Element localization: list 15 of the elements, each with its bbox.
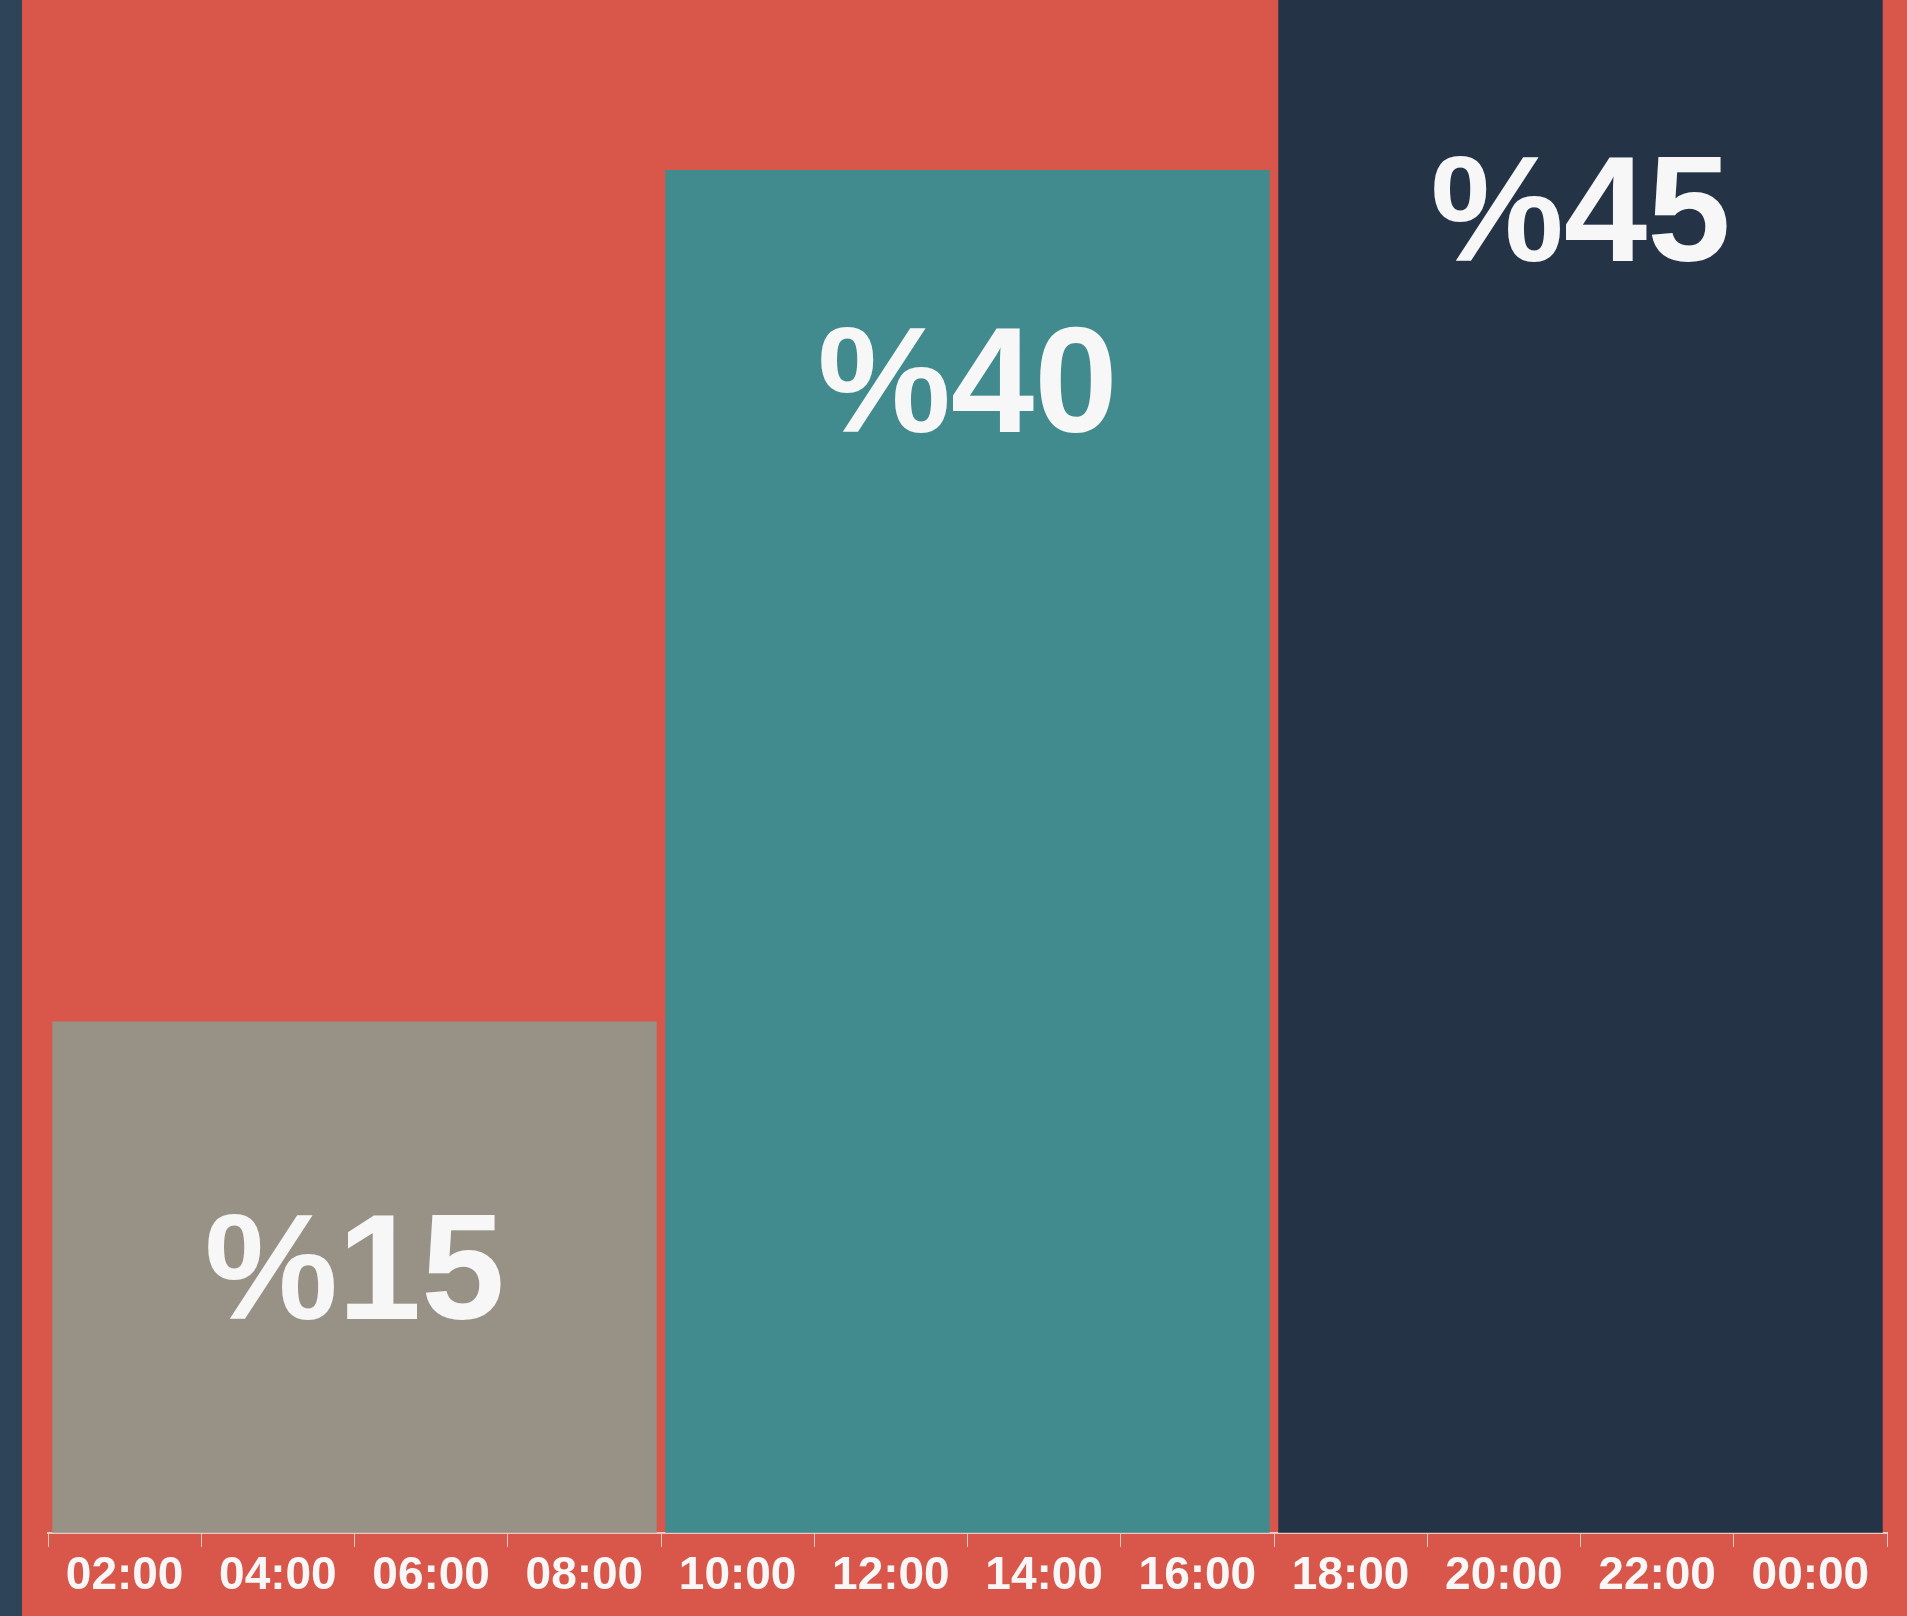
x-tick-label: 18:00	[1291, 1547, 1410, 1600]
x-tick-label: 12:00	[832, 1547, 950, 1600]
x-tick-label: 02:00	[65, 1547, 184, 1600]
x-tick-label: 04:00	[219, 1547, 337, 1600]
x-tick-label: 06:00	[372, 1547, 490, 1600]
x-tick-label: 14:00	[985, 1547, 1103, 1600]
x-tick-label: 00:00	[1751, 1547, 1870, 1600]
data-label: %40	[817, 295, 1118, 464]
x-tick-label: 08:00	[525, 1547, 644, 1600]
x-tick-label: 10:00	[678, 1547, 797, 1600]
data-label: %15	[204, 1182, 505, 1351]
data-label: %45	[1430, 125, 1731, 294]
x-tick-label: 20:00	[1445, 1547, 1563, 1600]
x-tick-label: 16:00	[1138, 1547, 1257, 1600]
x-tick-label: 22:00	[1598, 1547, 1716, 1600]
